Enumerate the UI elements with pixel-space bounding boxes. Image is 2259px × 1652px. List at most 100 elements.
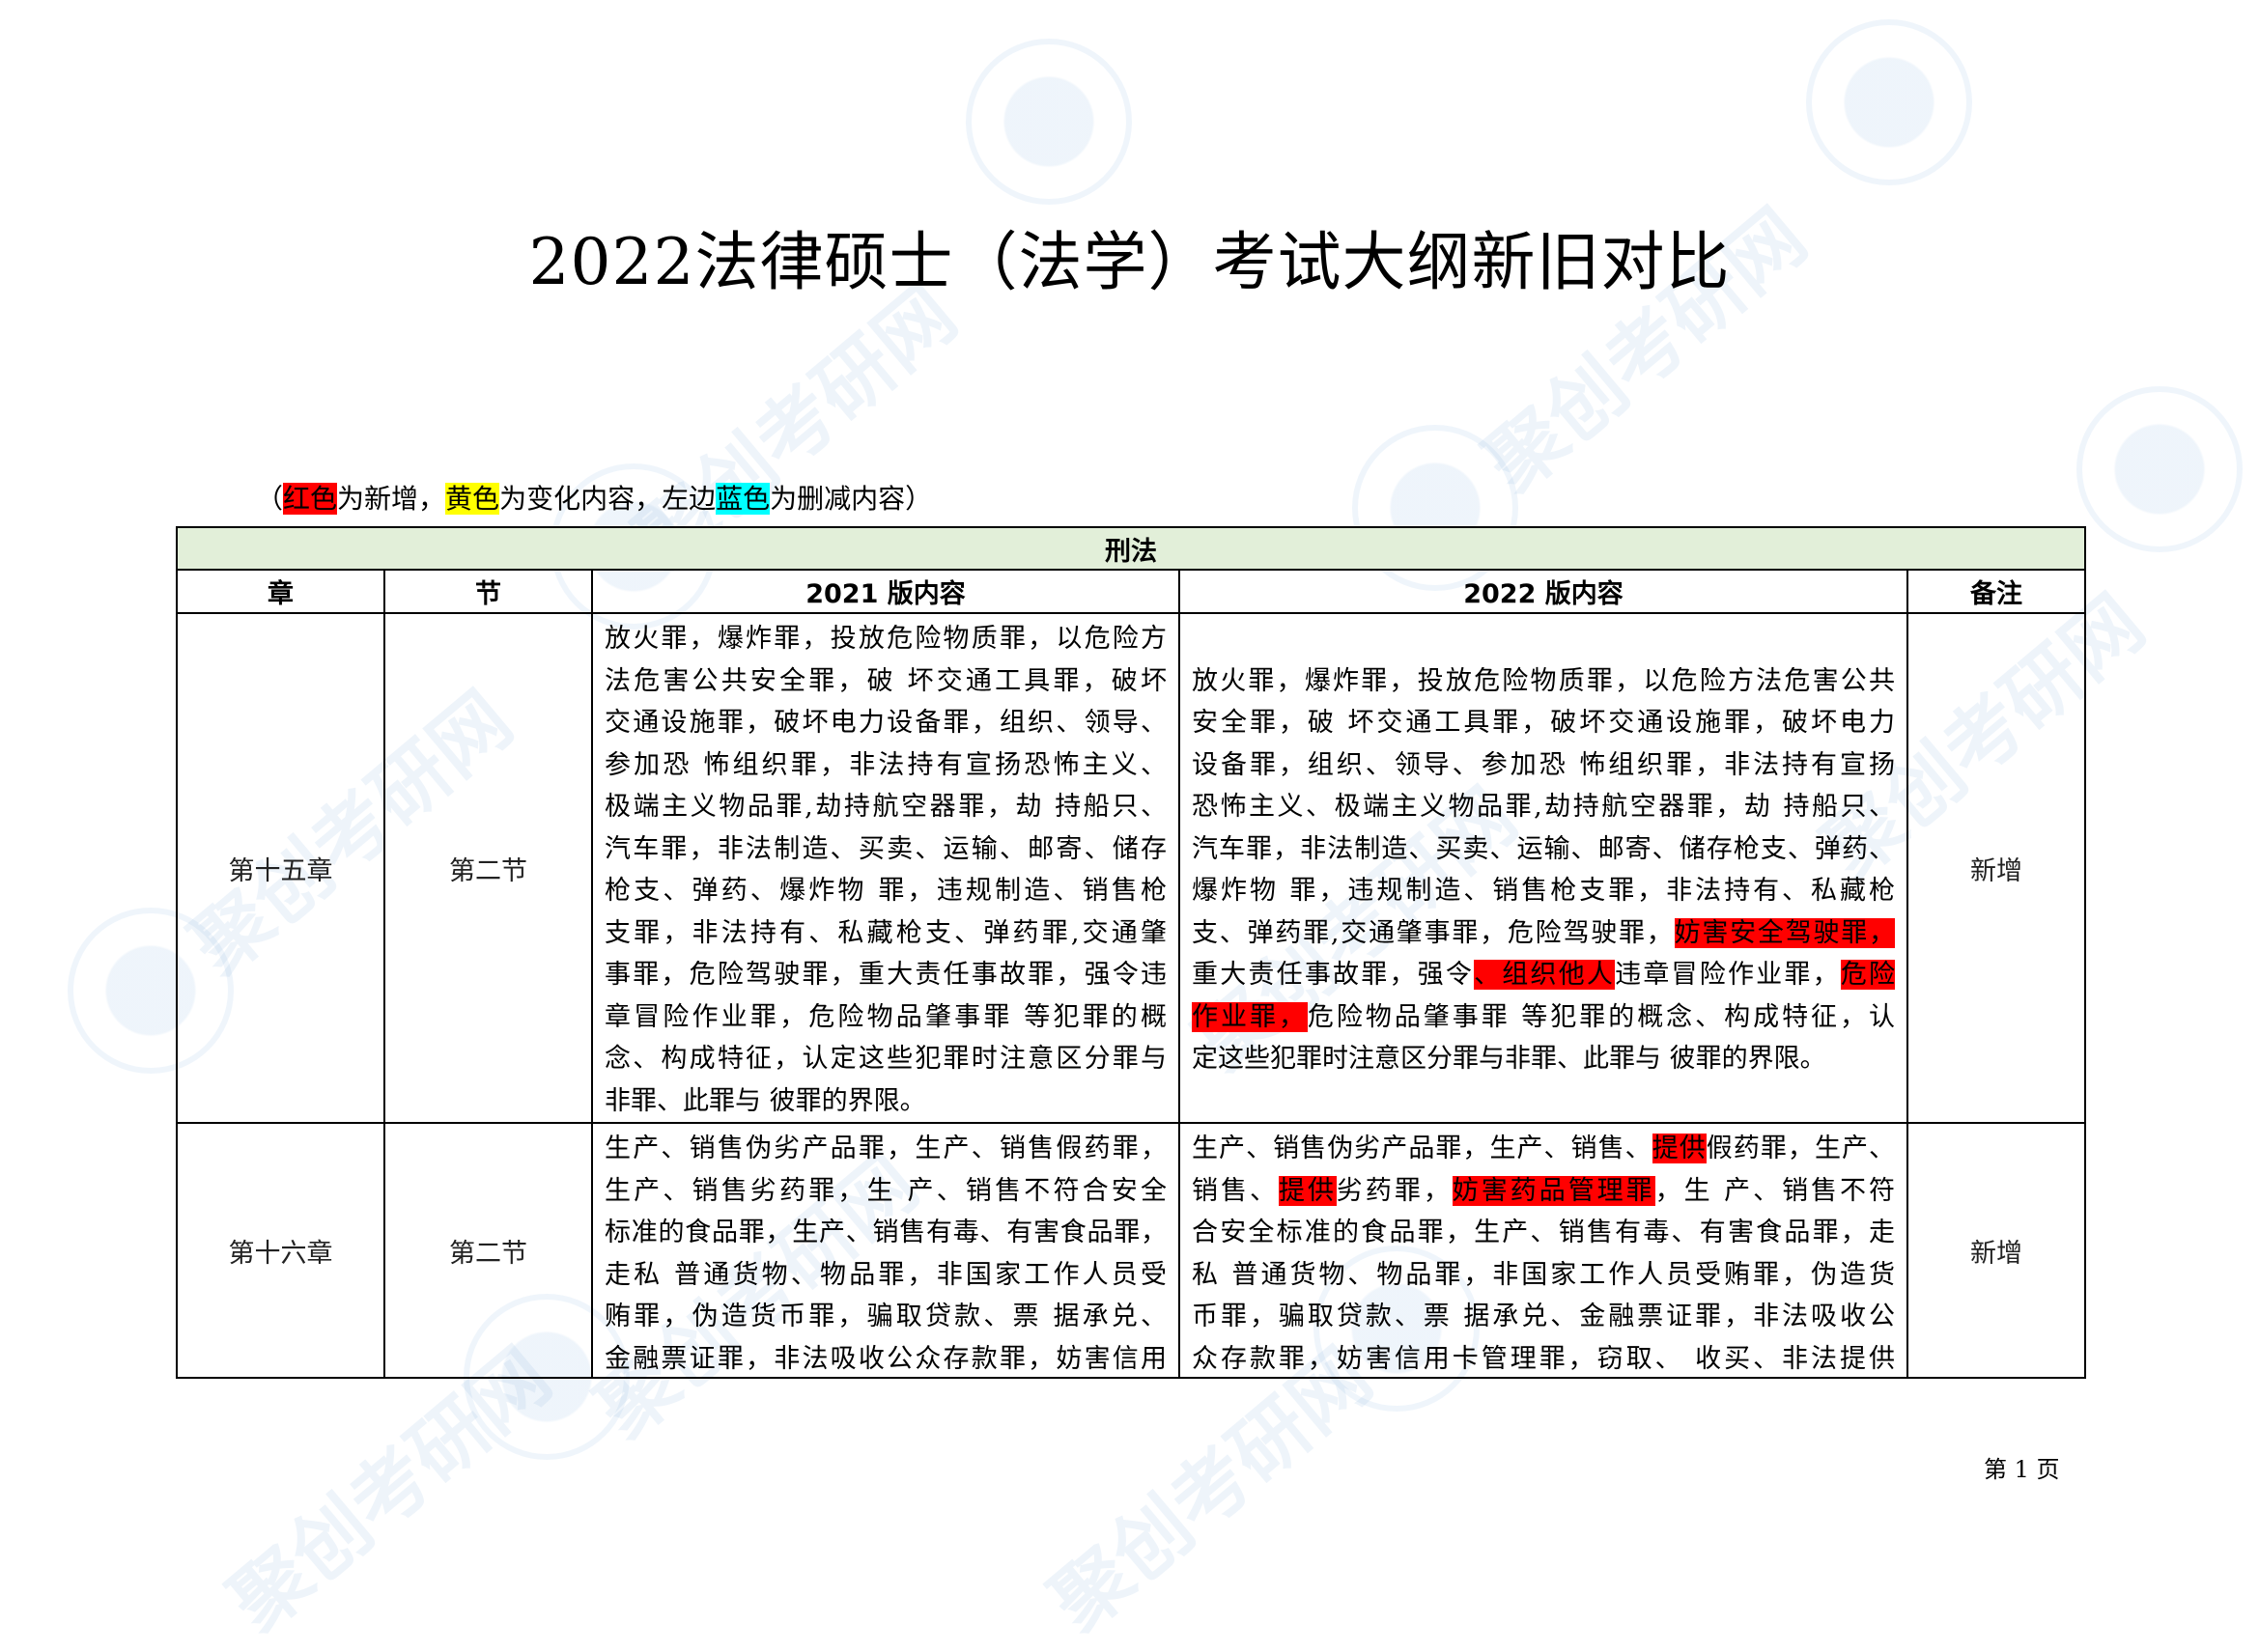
header-2022-content: 2022 版内容 xyxy=(1178,569,1908,614)
text-segment: 违章冒险作业罪， xyxy=(1615,960,1841,990)
text-line: 章冒险作业罪，危险物品肇事罪 等犯罪的概 xyxy=(605,996,1167,1039)
text-line: 合安全标准的食品罪，生产、销售有毒、有害食品罪，走 xyxy=(1192,1212,1895,1254)
note-cell: 新增 xyxy=(1906,1122,2087,1379)
text-segment: 支罪，非法持有、私藏枪支、弹药罪,交通肇 xyxy=(605,917,1167,948)
comparison-table: 刑法 章 节 2021 版内容 2022 版内容 备注 第十五章 第二节 放火罪… xyxy=(175,526,2087,1379)
chapter-cell: 第十五章 xyxy=(176,612,385,1124)
text-segment: 为删减内容） xyxy=(770,483,933,515)
text-segment: 金融票证罪，非法吸收公众存款罪，妨害信用 xyxy=(605,1343,1167,1374)
text-segment: 劣药罪， xyxy=(1336,1175,1453,1206)
text-line: 销售、提供劣药罪，妨害药品管理罪，生 产、销售不符 xyxy=(1192,1170,1895,1213)
text-line: 支罪，非法持有、私藏枪支、弹药罪,交通肇 xyxy=(605,912,1167,955)
text-line: 恐怖主义、极端主义物品罪,劫持航空器罪，劫 持船只、 xyxy=(1192,786,1895,828)
text-segment: 恐怖主义、极端主义物品罪,劫持航空器罪，劫 持船只、 xyxy=(1192,792,1895,822)
watermark-seal-icon xyxy=(1806,19,1972,185)
section-cell: 第二节 xyxy=(383,612,593,1124)
text-line: 众存款罪，妨害信用卡管理罪，窃取、 收买、非法提供 xyxy=(1192,1338,1895,1381)
text-segment: 汽车罪，非法制造、买卖、运输、邮寄、储存枪支、弹药、 xyxy=(1192,833,1895,864)
highlight-red: 、组织他人 xyxy=(1474,960,1616,990)
text-line: 参加恐 怖组织罪，非法持有宣扬恐怖主义、 xyxy=(605,744,1167,787)
color-legend: （红色为新增，黄色为变化内容，左边蓝色为删减内容） xyxy=(256,478,932,517)
new-content-text: 生产、销售伪劣产品罪，生产、销售、提供假药罪，生产、 销售、提供劣药罪，妨害药品管… xyxy=(1192,1128,1895,1377)
text-segment: 参加恐 怖组织罪，非法持有宣扬恐怖主义、 xyxy=(605,749,1167,780)
text-segment: 销售、 xyxy=(1192,1175,1279,1206)
text-segment: 标准的食品罪，生产、销售有毒、有害食品罪， xyxy=(605,1218,1167,1247)
text-line: 放火罪，爆炸罪，投放危险物质罪，以危险方法危害公共 xyxy=(1192,660,1895,703)
highlight-red: 妨害药品管理罪 xyxy=(1452,1175,1655,1206)
text-line: 非罪、此罪与 彼罪的界限。 xyxy=(605,1080,1167,1123)
text-line: 标准的食品罪，生产、销售有毒、有害食品罪， xyxy=(605,1212,1167,1254)
text-segment: （ xyxy=(256,483,284,515)
highlight-red: 提供 xyxy=(1652,1134,1707,1163)
text-segment: 章冒险作业罪，危险物品肇事罪 等犯罪的概 xyxy=(605,1001,1167,1032)
text-line: 极端主义物品罪,劫持航空器罪，劫 持船只、 xyxy=(605,786,1167,828)
text-segment: 为新增， xyxy=(337,483,446,515)
highlight-red: 红色 xyxy=(283,483,338,515)
text-segment: 假药罪，生产、 xyxy=(1706,1134,1896,1163)
text-line: 生产、销售伪劣产品罪，生产、销售、提供假药罪，生产、 xyxy=(1192,1128,1895,1170)
text-line: 定这些犯罪时注意区分罪与非罪、此罪与 彼罪的界限。 xyxy=(1192,1038,1895,1080)
old-content-cell: 生产、销售伪劣产品罪，生产、销售假药罪， 生产、销售劣药罪，生 产、销售不符合安全… xyxy=(591,1122,1180,1379)
new-content-cell: 生产、销售伪劣产品罪，生产、销售、提供假药罪，生产、 销售、提供劣药罪，妨害药品管… xyxy=(1178,1122,1908,1379)
text-line: 法危害公共安全罪，破 坏交通工具罪，破坏 xyxy=(605,660,1167,703)
text-segment: 极端主义物品罪,劫持航空器罪，劫 持船只、 xyxy=(605,792,1167,822)
watermark-seal-icon xyxy=(966,39,1132,205)
header-chapter: 章 xyxy=(176,569,385,614)
table-row: 第十五章 第二节 放火罪，爆炸罪，投放危险物质罪，以危险方 法危害公共安全罪，破 … xyxy=(176,612,2087,1124)
text-line: 枪支、弹药、爆炸物 罪，违规制造、销售枪 xyxy=(605,870,1167,912)
text-segment: 事罪，危险驾驶罪，重大责任事故罪，强令违 xyxy=(605,960,1167,990)
text-segment: 生产、销售伪劣产品罪，生产、销售、 xyxy=(1192,1134,1652,1163)
text-segment: 支、弹药罪,交通肇事罪，危险驾驶罪， xyxy=(1192,917,1675,948)
highlight-red: 妨害安全驾驶罪， xyxy=(1674,917,1895,948)
text-line: 贿罪，伪造货币罪，骗取贷款、票 据承兑、 xyxy=(605,1296,1167,1338)
text-segment: 危险物品肇事罪 等犯罪的概念、构成特征，认 xyxy=(1307,1001,1895,1032)
text-segment: 非罪、此罪与 彼罪的界限。 xyxy=(605,1085,926,1116)
table-row: 第十六章 第二节 生产、销售伪劣产品罪，生产、销售假药罪， 生产、销售劣药罪，生 … xyxy=(176,1122,2087,1379)
text-segment: 交通设施罪，破坏电力设备罪，组织、领导、 xyxy=(605,708,1167,738)
page-title: 2022法律硕士（法学）考试大纲新旧对比 xyxy=(528,225,1731,299)
old-content-cell: 放火罪，爆炸罪，投放危险物质罪，以危险方法危害公共安全罪，破 坏交通工具罪，破坏… xyxy=(591,612,1180,1124)
text-segment: 放火罪，爆炸罪，投放危险物质罪，以危险方法危害公共 xyxy=(1192,665,1895,696)
text-segment: 币罪，骗取贷款、票 据承兑、金融票证罪，非法吸收公 xyxy=(1192,1302,1895,1331)
text-segment: 走私 普通货物、物品罪，非国家工作人员受 xyxy=(605,1259,1167,1290)
text-segment: 为变化内容，左边 xyxy=(499,483,717,515)
text-line: 重大责任事故罪，强令、组织他人违章冒险作业罪，危险 xyxy=(1192,954,1896,996)
text-line: 私 普通货物、物品罪，非国家工作人员受贿罪，伪造货 xyxy=(1192,1254,1895,1297)
text-segment: 放火罪，爆炸罪，投放危险物质罪，以危险方 xyxy=(605,624,1167,654)
section-header: 刑法 xyxy=(175,526,2087,571)
text-line: 爆炸物 罪，违规制造、销售枪支罪，非法持有、私藏枪 xyxy=(1192,870,1895,912)
text-segment: 汽车罪，非法制造、买卖、运输、邮寄、储存 xyxy=(605,833,1167,864)
header-2021-content: 2021 版内容 xyxy=(591,569,1180,614)
text-segment: 合安全标准的食品罪，生产、销售有毒、有害食品罪，走 xyxy=(1192,1218,1895,1247)
text-line: 汽车罪，非法制造、买卖、运输、邮寄、储存 xyxy=(605,828,1167,871)
text-segment: 生产、销售劣药罪，生 产、销售不符合安全 xyxy=(605,1175,1167,1206)
text-segment: 贿罪，伪造货币罪，骗取贷款、票 据承兑、 xyxy=(605,1302,1167,1331)
text-line: 安全罪，破 坏交通工具罪，破坏交通设施罪，破坏电力 xyxy=(1192,702,1895,744)
text-segment: 设备罪，组织、领导、参加恐 怖组织罪，非法持有宣扬 xyxy=(1192,749,1895,780)
header-note: 备注 xyxy=(1906,569,2087,614)
text-line: 设备罪，组织、领导、参加恐 怖组织罪，非法持有宣扬 xyxy=(1192,744,1895,787)
text-segment: 重大责任事故罪，强令 xyxy=(1192,960,1475,990)
text-line: 放火罪，爆炸罪，投放危险物质罪，以危险方 xyxy=(605,618,1167,660)
note-cell: 新增 xyxy=(1906,612,2087,1124)
old-content-text: 生产、销售伪劣产品罪，生产、销售假药罪， 生产、销售劣药罪，生 产、销售不符合安全… xyxy=(605,1128,1167,1377)
new-content-cell: 放火罪，爆炸罪，投放危险物质罪，以危险方法危害公共安全罪，破 坏交通工具罪，破坏… xyxy=(1178,612,1908,1124)
text-line: 念、构成特征，认定这些犯罪时注意区分罪与 xyxy=(605,1038,1167,1080)
page-number: 第 1 页 xyxy=(1984,1456,2060,1483)
text-segment: 枪支、弹药、爆炸物 罪，违规制造、销售枪 xyxy=(605,876,1167,906)
highlight-yellow: 黄色 xyxy=(445,483,500,515)
text-segment: 生产、销售伪劣产品罪，生产、销售假药罪， xyxy=(605,1134,1167,1163)
chapter-cell: 第十六章 xyxy=(176,1122,385,1379)
text-line: 生产、销售伪劣产品罪，生产、销售假药罪， xyxy=(605,1128,1167,1170)
text-segment: 念、构成特征，认定这些犯罪时注意区分罪与 xyxy=(605,1044,1167,1074)
text-line: 支、弹药罪,交通肇事罪，危险驾驶罪，妨害安全驾驶罪， xyxy=(1192,912,1895,955)
text-line: 汽车罪，非法制造、买卖、运输、邮寄、储存枪支、弹药、 xyxy=(1192,828,1895,871)
text-line: 作业罪，危险物品肇事罪 等犯罪的概念、构成特征，认 xyxy=(1192,996,1895,1039)
highlight-cyan: 蓝色 xyxy=(716,483,771,515)
text-line: 币罪，骗取贷款、票 据承兑、金融票证罪，非法吸收公 xyxy=(1192,1296,1895,1338)
header-section: 节 xyxy=(383,569,593,614)
text-line: 金融票证罪，非法吸收公众存款罪，妨害信用 xyxy=(605,1338,1167,1381)
text-segment: ，生 产、销售不符 xyxy=(1654,1175,1896,1206)
text-segment: 私 普通货物、物品罪，非国家工作人员受贿罪，伪造货 xyxy=(1192,1259,1895,1290)
text-line: 交通设施罪，破坏电力设备罪，组织、领导、 xyxy=(605,702,1167,744)
